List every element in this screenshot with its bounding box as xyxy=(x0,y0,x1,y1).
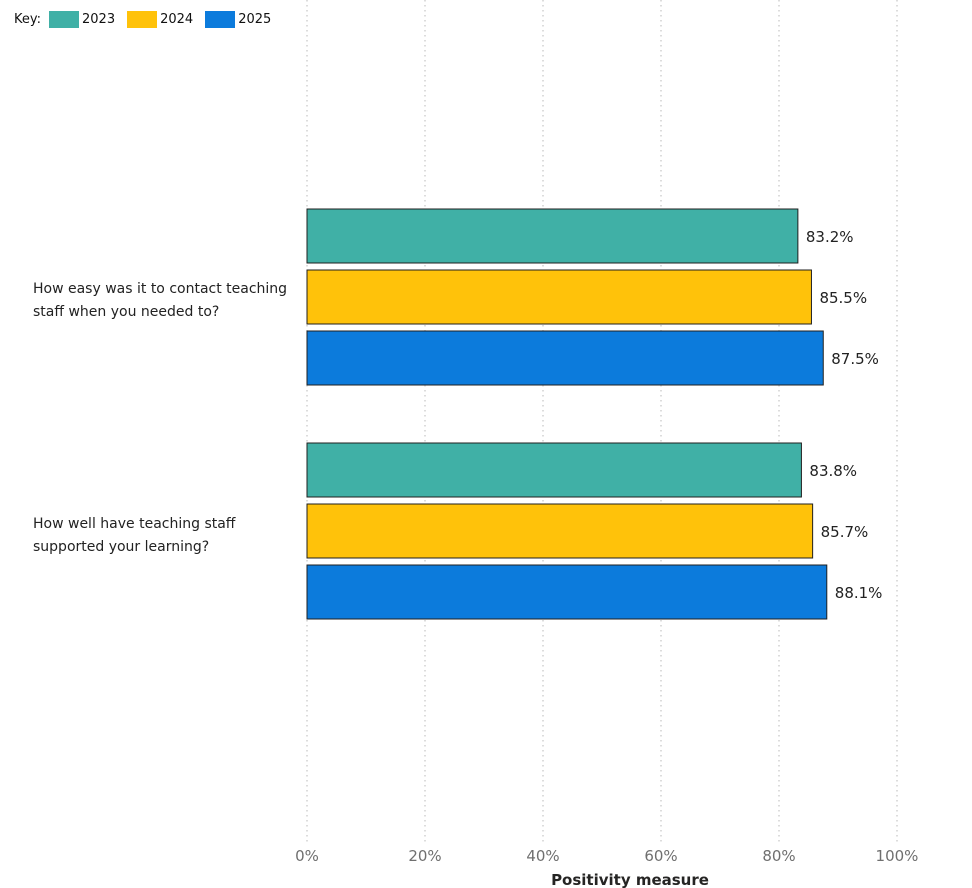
x-tick-label-0: 0% xyxy=(295,847,319,865)
data-label-2024-cat2: 85.7% xyxy=(821,523,869,541)
x-axis-title: Positivity measure xyxy=(551,871,709,888)
category-label-contact-staff: How easy was it to contact teaching staf… xyxy=(33,281,288,320)
bar-2024-cat2 xyxy=(306,503,814,559)
legend-key-label: Key: xyxy=(14,11,42,27)
legend-item-2024: 2024 xyxy=(127,10,194,28)
legend-item-2025: 2025 xyxy=(205,10,272,28)
legend-item-2023: 2023 xyxy=(49,10,116,28)
data-label-2023-cat2: 83.8% xyxy=(809,462,857,480)
bar-2024-cat1 xyxy=(306,269,812,325)
bar-2023-cat2 xyxy=(306,442,802,498)
data-label-2023-cat1: 83.2% xyxy=(806,228,854,246)
x-tick-label-100: 100% xyxy=(876,847,919,865)
legend-swatch-2024 xyxy=(127,10,158,28)
legend-label-2025: 2025 xyxy=(238,11,272,27)
data-label-2024-cat1: 85.5% xyxy=(819,289,867,307)
x-tick-label-80: 80% xyxy=(762,847,795,865)
bar-2025-cat2 xyxy=(306,564,828,620)
category-label-supported-learning: How well have teaching staff supported y… xyxy=(33,516,236,555)
data-label-2025-cat2: 88.1% xyxy=(835,584,883,602)
x-tick-label-40: 40% xyxy=(526,847,559,865)
legend-label-2023: 2023 xyxy=(82,11,116,27)
legend-swatch-2025 xyxy=(205,10,236,28)
bar-2025-cat1 xyxy=(306,330,824,386)
data-label-2025-cat1: 87.5% xyxy=(831,350,879,368)
x-tick-label-60: 60% xyxy=(644,847,677,865)
bar-2023-cat1 xyxy=(306,208,799,264)
chart-legend: Key: 2023 2024 2025 xyxy=(14,9,283,29)
x-tick-label-20: 20% xyxy=(408,847,441,865)
legend-swatch-2023 xyxy=(49,10,80,28)
legend-label-2024: 2024 xyxy=(160,11,194,27)
